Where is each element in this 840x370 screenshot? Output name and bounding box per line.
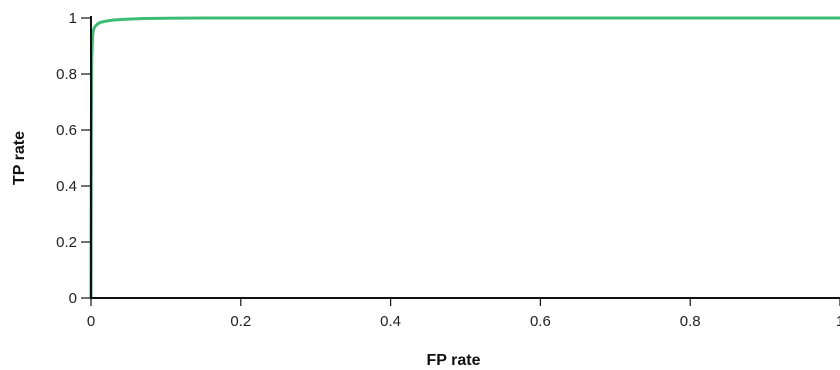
axes-layer: 0 0.2 0.4 0.6 0.8 1 0 0.2 0.4 0.6 0.8 1 [56, 10, 840, 330]
y-tick-label: 0 [69, 290, 77, 307]
x-tick-label: 1 [836, 313, 840, 330]
y-tick-label: 0.4 [56, 178, 77, 195]
y-tick-label: 0.2 [56, 234, 77, 251]
x-tick-label: 0.8 [680, 313, 701, 330]
roc-curve-line-0 [89, 16, 840, 300]
x-tick-label: 0.4 [380, 313, 401, 330]
y-tick-label: 1 [69, 10, 77, 27]
x-tick-label: 0.2 [230, 313, 251, 330]
y-tick-label: 0.6 [56, 122, 77, 139]
x-axis-title: FP rate [427, 352, 481, 369]
x-tick-label: 0.6 [530, 313, 551, 330]
y-tick-label: 0.8 [56, 66, 77, 83]
series-layer [89, 16, 840, 300]
y-axis-title: TP rate [11, 131, 28, 185]
x-tick-label: 0 [87, 313, 95, 330]
